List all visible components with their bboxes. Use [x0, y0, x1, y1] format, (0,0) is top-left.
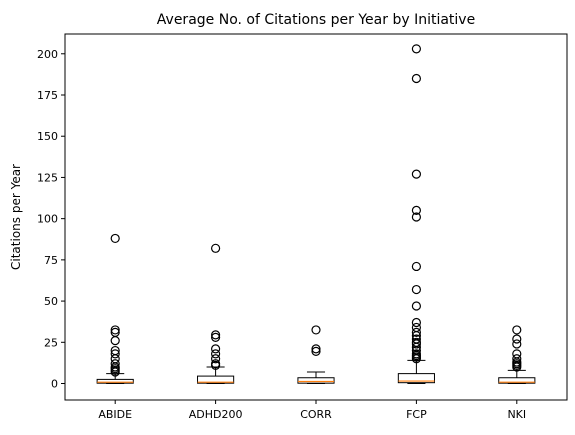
box-iqr: [397, 373, 435, 384]
outlier-point: [311, 325, 321, 335]
outlier-point: [411, 354, 421, 364]
y-tick-label: 75: [44, 254, 58, 267]
outlier-point: [411, 44, 421, 54]
outlier-point: [211, 330, 221, 340]
outlier-point: [211, 349, 221, 359]
plot-area: 0 25 50 75 100 125 150 175 200 ABIDE ADHD200 CORR FC…: [37, 44, 536, 421]
outlier-point: [411, 205, 421, 216]
outlier-point: [110, 349, 120, 359]
outlier-point: [512, 362, 522, 372]
outlier-point: [211, 332, 221, 342]
outlier-point: [411, 261, 421, 272]
outlier-point: [110, 325, 120, 335]
box-iqr: [498, 377, 536, 384]
outlier-point: [110, 233, 120, 244]
box-group-nki: [498, 325, 536, 385]
outlier-point: [311, 346, 321, 356]
box-group-fcp: [397, 44, 435, 385]
x-tick-label: FCP: [406, 408, 427, 421]
outlier-point: [411, 317, 421, 328]
box-iqr: [96, 378, 134, 384]
outlier-point: [110, 336, 120, 346]
y-tick-label: 200: [37, 48, 58, 61]
y-tick-label: 100: [37, 213, 58, 226]
y-tick-label: 0: [51, 378, 58, 391]
outlier-point: [512, 339, 522, 349]
outlier-point: [411, 301, 421, 311]
outlier-point: [211, 243, 221, 253]
outlier-point: [211, 360, 221, 370]
outlier-point: [411, 327, 421, 338]
y-tick-label: 175: [37, 89, 58, 102]
axes-frame: [64, 33, 568, 401]
y-tick-label: 25: [44, 336, 58, 349]
outlier-point: [411, 339, 421, 349]
x-tick-label: NKI: [507, 408, 526, 421]
y-tick-label: 50: [44, 295, 58, 308]
outlier-point: [411, 284, 421, 295]
outlier-point: [211, 344, 221, 354]
y-axis-label: Citations per Year: [9, 164, 23, 270]
outlier-point: [311, 344, 321, 354]
outlier-point: [211, 354, 221, 364]
outlier-point: [110, 367, 120, 377]
x-tick-label: ABIDE: [98, 408, 132, 421]
box-group-adhd200: [197, 243, 235, 385]
x-tick-label: CORR: [300, 408, 332, 421]
box-group-abide: [96, 233, 134, 385]
outlier-point: [411, 169, 421, 179]
outlier-point: [411, 73, 421, 84]
y-tick-label: 150: [37, 130, 58, 143]
outlier-point: [512, 334, 522, 344]
box-group-corr: [297, 325, 335, 385]
box-iqr: [197, 375, 235, 384]
chart-title: Average No. of Citations per Year by Ini…: [157, 12, 475, 28]
outlier-point: [411, 212, 421, 222]
x-tick-label: ADHD200: [189, 408, 243, 421]
outlier-point: [512, 325, 522, 335]
y-tick-label: 125: [37, 171, 58, 184]
box-iqr: [297, 377, 335, 384]
